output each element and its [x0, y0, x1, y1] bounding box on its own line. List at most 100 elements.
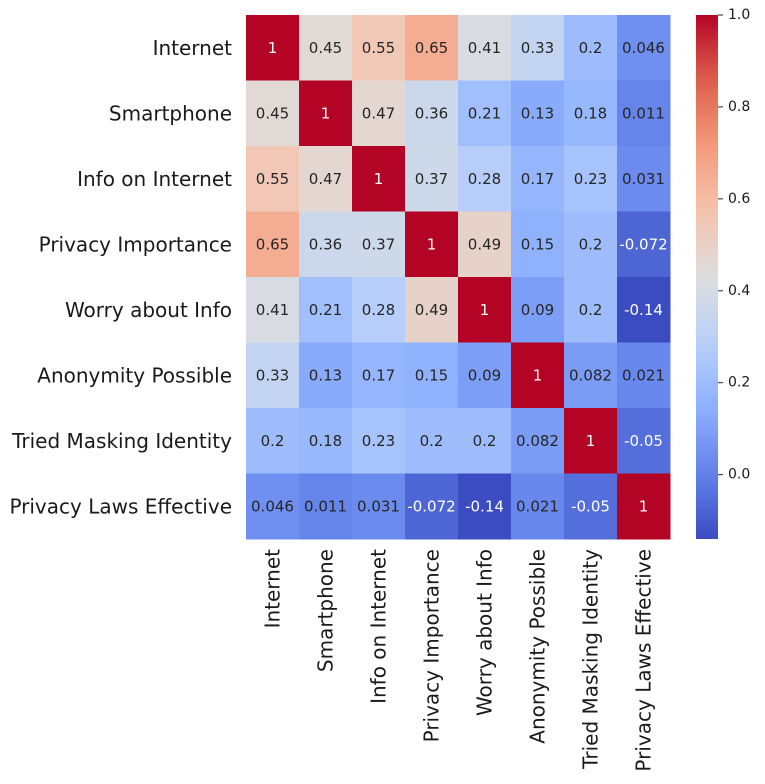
heatmap-cell — [246, 80, 300, 147]
heatmap-cell — [405, 211, 459, 278]
cell-value-label: 1 — [374, 170, 384, 188]
heatmap-cell-labels: 1 0.45 0.55 0.65 0.41 0.33 0.2 0.046 0.45 1 0.47 0.… — [251, 39, 668, 516]
row-tick-label: Internet — [153, 36, 233, 60]
cell-value-label: 0.47 — [309, 170, 342, 188]
row-tick-label: Privacy Importance — [39, 232, 232, 256]
cell-value-label: 0.18 — [309, 432, 342, 450]
heatmap-cell — [246, 211, 300, 278]
heatmap-cell — [299, 277, 353, 343]
cell-value-label: 0.2 — [420, 432, 444, 450]
colorbar: 0.0 0.2 0.4 0.6 0.8 1.0 — [696, 7, 750, 539]
cell-value-label: 1 — [586, 432, 596, 450]
heatmap-cell — [246, 342, 300, 409]
heatmap-cell — [299, 15, 353, 81]
heatmap-cell — [352, 342, 406, 409]
cell-value-label: 0.49 — [468, 235, 501, 253]
column-labels: Internet Smartphone Info on Internet Privac… — [261, 549, 656, 772]
heatmap-cell — [617, 80, 671, 147]
cell-value-label: 0.031 — [357, 497, 400, 515]
row-labels: Internet Smartphone Info on Internet Privac… — [9, 36, 232, 519]
cell-value-label: 0.2 — [261, 432, 285, 450]
heatmap-cell — [405, 80, 459, 147]
cell-value-label: 0.046 — [622, 39, 665, 57]
heatmap-cell — [617, 211, 671, 278]
column-tick-label: Anonymity Possible — [526, 549, 550, 744]
heatmap-cell — [299, 408, 353, 474]
heatmap-cell — [405, 342, 459, 409]
heatmap-cell — [564, 80, 618, 147]
cell-value-label: 0.37 — [415, 170, 448, 188]
column-tick-label: Privacy Laws Effective — [632, 549, 656, 772]
row-tick-label: Tried Masking Identity — [11, 429, 232, 453]
heatmap-cell — [458, 211, 512, 278]
cell-value-label: 0.15 — [415, 366, 448, 384]
heatmap-cell — [458, 146, 512, 212]
heatmap-cell — [564, 473, 618, 540]
heatmap-cell — [458, 473, 512, 540]
cell-value-label: 0.37 — [362, 235, 395, 253]
heatmap-cell — [246, 15, 300, 81]
cell-value-label: 0.2 — [579, 301, 603, 319]
row-tick-label: Privacy Laws Effective — [9, 494, 232, 518]
heatmap-cell — [246, 408, 300, 474]
heatmap-cell — [352, 15, 406, 81]
heatmap-cell — [617, 473, 671, 540]
column-tick-label: Smartphone — [314, 549, 338, 672]
column-tick-label: Tried Masking Identity — [579, 549, 603, 770]
column-tick-label: Privacy Importance — [420, 549, 444, 742]
colorbar-tick-label: 0.4 — [728, 283, 750, 299]
heatmap-cell — [511, 211, 565, 278]
heatmap-cell — [405, 277, 459, 343]
cell-value-label: 0.021 — [516, 497, 559, 515]
cell-value-label: 0.15 — [521, 235, 554, 253]
heatmap-cell — [564, 15, 618, 81]
cell-value-label: 0.2 — [473, 432, 497, 450]
cell-value-label: 1 — [480, 301, 490, 319]
heatmap-cell — [617, 342, 671, 409]
colorbar-gradient — [696, 15, 718, 539]
heatmap-cell — [511, 473, 565, 540]
cell-value-label: 0.2 — [579, 39, 603, 57]
cell-value-label: 0.2 — [579, 235, 603, 253]
colorbar-tick-label: 1.0 — [728, 7, 750, 23]
cell-value-label: 0.17 — [521, 170, 554, 188]
cell-value-label: 0.23 — [362, 432, 395, 450]
heatmap-cell — [511, 277, 565, 343]
cell-value-label: 1 — [268, 39, 278, 57]
heatmap-cell — [352, 80, 406, 147]
row-tick-label: Anonymity Possible — [37, 363, 232, 387]
heatmap-cell — [564, 408, 618, 474]
heatmap-cell — [299, 473, 353, 540]
cell-value-label: 0.33 — [521, 39, 554, 57]
colorbar-tick-label: 0.0 — [728, 467, 750, 483]
heatmap-cell — [299, 80, 353, 147]
cell-value-label: -0.14 — [465, 497, 504, 515]
cell-value-label: 0.49 — [415, 301, 448, 319]
heatmap-cell — [617, 277, 671, 343]
heatmap-cell — [458, 408, 512, 474]
cell-value-label: 0.18 — [574, 104, 607, 122]
column-tick-label: Internet — [261, 549, 285, 629]
cell-value-label: 0.082 — [569, 366, 612, 384]
cell-value-label: 0.011 — [622, 104, 665, 122]
cell-value-label: 0.55 — [362, 39, 395, 57]
cell-value-label: -0.072 — [619, 235, 667, 253]
heatmap-cell — [352, 211, 406, 278]
heatmap-cell — [617, 146, 671, 212]
cell-value-label: 0.011 — [304, 497, 347, 515]
cell-value-label: -0.072 — [407, 497, 455, 515]
cell-value-label: -0.05 — [624, 432, 663, 450]
heatmap-cell — [246, 473, 300, 540]
heatmap-cell — [511, 408, 565, 474]
cell-value-label: -0.14 — [624, 301, 663, 319]
heatmap-cell — [511, 80, 565, 147]
heatmap-cell — [511, 342, 565, 409]
heatmap-cell — [405, 408, 459, 474]
heatmap-cell — [458, 15, 512, 81]
cell-value-label: 0.45 — [256, 104, 289, 122]
column-tick-label: Worry about Info — [473, 549, 497, 716]
heatmap-cell — [246, 277, 300, 343]
colorbar-tick-label: 0.8 — [728, 99, 750, 115]
row-tick-label: Smartphone — [109, 101, 232, 125]
